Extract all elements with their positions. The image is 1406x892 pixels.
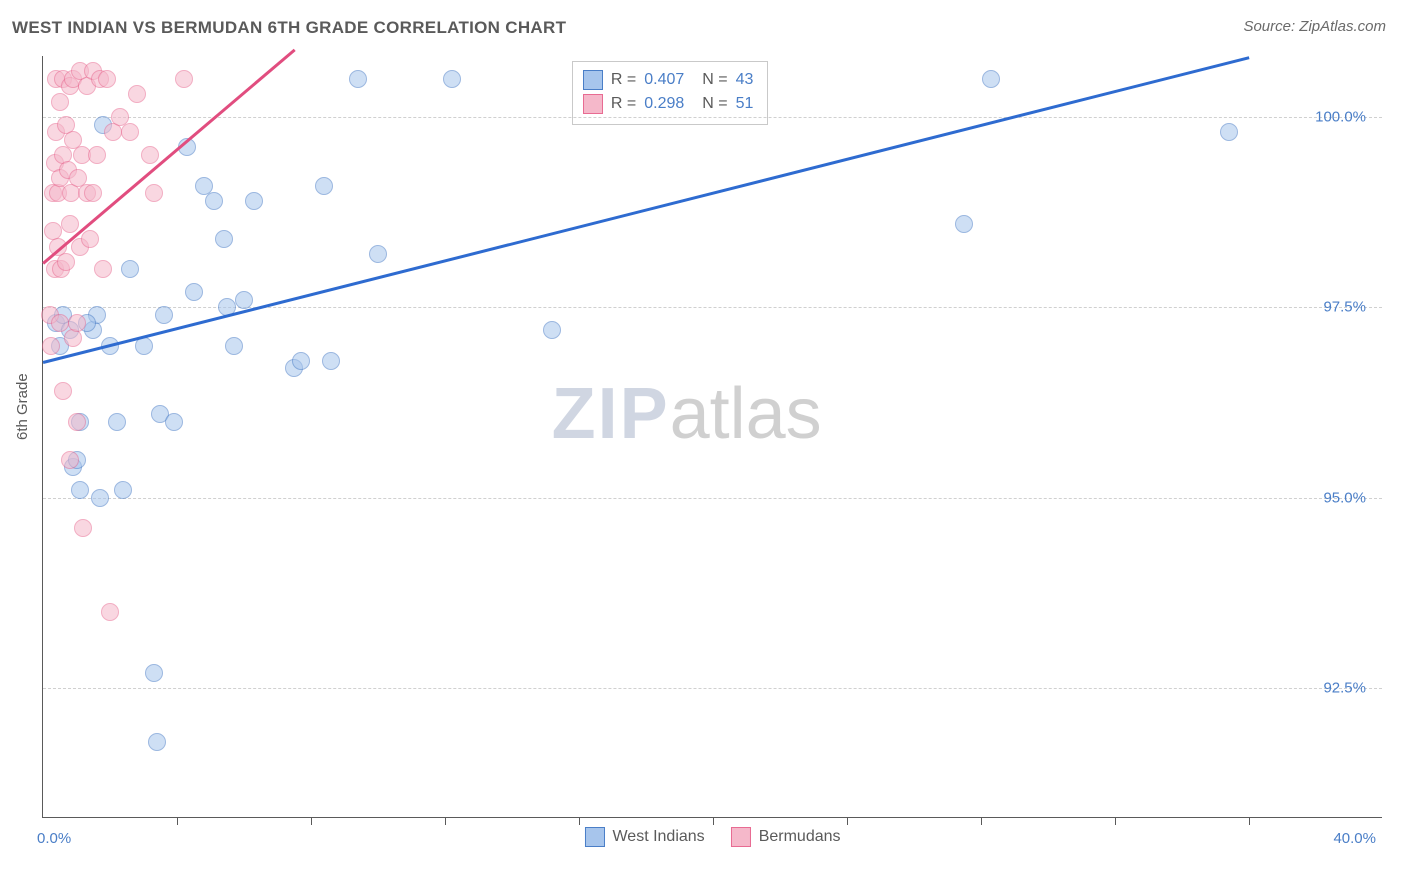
scatter-point: [165, 413, 183, 431]
scatter-point: [101, 603, 119, 621]
scatter-point: [185, 283, 203, 301]
watermark: ZIPatlas: [552, 373, 822, 455]
scatter-point: [443, 70, 461, 88]
scatter-point: [91, 489, 109, 507]
scatter-point: [81, 230, 99, 248]
scatter-point: [225, 337, 243, 355]
x-tick: [1115, 817, 1116, 825]
scatter-point: [1220, 123, 1238, 141]
scatter-point: [98, 70, 116, 88]
scatter-point: [94, 260, 112, 278]
scatter-point: [292, 352, 310, 370]
x-axis-max-label: 40.0%: [1333, 830, 1376, 847]
scatter-point: [121, 123, 139, 141]
legend-label-1: West Indians: [612, 828, 704, 846]
chart-title: WEST INDIAN VS BERMUDAN 6TH GRADE CORREL…: [12, 18, 566, 38]
x-tick: [177, 817, 178, 825]
x-tick: [579, 817, 580, 825]
swatch-series-1: [583, 70, 603, 90]
scatter-point: [84, 184, 102, 202]
watermark-atlas: atlas: [670, 374, 822, 454]
scatter-point: [68, 413, 86, 431]
legend-item-2: Bermudans: [731, 827, 841, 847]
y-tick-label: 97.5%: [1323, 299, 1366, 316]
scatter-point: [54, 382, 72, 400]
scatter-point: [955, 215, 973, 233]
stat-r-value-2: 0.298: [644, 95, 684, 113]
scatter-point: [543, 321, 561, 339]
x-tick: [981, 817, 982, 825]
scatter-point: [148, 733, 166, 751]
x-tick: [847, 817, 848, 825]
scatter-point: [322, 352, 340, 370]
stat-r-value-1: 0.407: [644, 71, 684, 89]
scatter-point: [155, 306, 173, 324]
legend-item-1: West Indians: [584, 827, 704, 847]
scatter-point: [51, 314, 69, 332]
scatter-point: [349, 70, 367, 88]
scatter-point: [61, 451, 79, 469]
stats-row-series-2: R = 0.298 N = 51: [583, 92, 754, 116]
scatter-point: [74, 519, 92, 537]
scatter-point: [982, 70, 1000, 88]
scatter-point: [235, 291, 253, 309]
stat-r-label: R =: [611, 71, 636, 89]
stat-n-label: N =: [702, 71, 727, 89]
scatter-point: [121, 260, 139, 278]
legend: West Indians Bermudans: [584, 827, 840, 847]
legend-label-2: Bermudans: [759, 828, 841, 846]
scatter-point: [128, 85, 146, 103]
y-tick-label: 100.0%: [1315, 108, 1366, 125]
scatter-point: [245, 192, 263, 210]
scatter-point: [315, 177, 333, 195]
scatter-point: [145, 664, 163, 682]
scatter-point: [215, 230, 233, 248]
source-attribution: Source: ZipAtlas.com: [1243, 18, 1386, 35]
scatter-point: [369, 245, 387, 263]
scatter-point: [51, 93, 69, 111]
legend-swatch-1: [584, 827, 604, 847]
scatter-point: [64, 329, 82, 347]
scatter-point: [71, 481, 89, 499]
scatter-point: [42, 337, 60, 355]
stat-n-value-1: 43: [736, 71, 754, 89]
swatch-series-2: [583, 94, 603, 114]
scatter-point: [88, 146, 106, 164]
legend-swatch-2: [731, 827, 751, 847]
x-tick: [713, 817, 714, 825]
y-tick-label: 92.5%: [1323, 680, 1366, 697]
stat-n-label: N =: [702, 95, 727, 113]
gridline: [43, 498, 1382, 499]
gridline: [43, 688, 1382, 689]
scatter-point: [205, 192, 223, 210]
scatter-point: [61, 215, 79, 233]
stats-box: R = 0.407 N = 43 R = 0.298 N = 51: [572, 61, 769, 125]
scatter-point: [108, 413, 126, 431]
stats-row-series-1: R = 0.407 N = 43: [583, 68, 754, 92]
stat-n-value-2: 51: [736, 95, 754, 113]
x-tick: [445, 817, 446, 825]
y-axis-label: 6th Grade: [14, 373, 31, 440]
scatter-point: [57, 253, 75, 271]
scatter-point: [175, 70, 193, 88]
gridline: [43, 117, 1382, 118]
x-axis-min-label: 0.0%: [37, 830, 71, 847]
x-tick: [1249, 817, 1250, 825]
y-tick-label: 95.0%: [1323, 489, 1366, 506]
x-tick: [311, 817, 312, 825]
watermark-zip: ZIP: [552, 374, 670, 454]
scatter-point: [141, 146, 159, 164]
scatter-point: [68, 314, 86, 332]
stat-r-label: R =: [611, 95, 636, 113]
scatter-point: [145, 184, 163, 202]
plot-area: ZIPatlas R = 0.407 N = 43 R = 0.298 N = …: [42, 56, 1382, 818]
scatter-point: [114, 481, 132, 499]
